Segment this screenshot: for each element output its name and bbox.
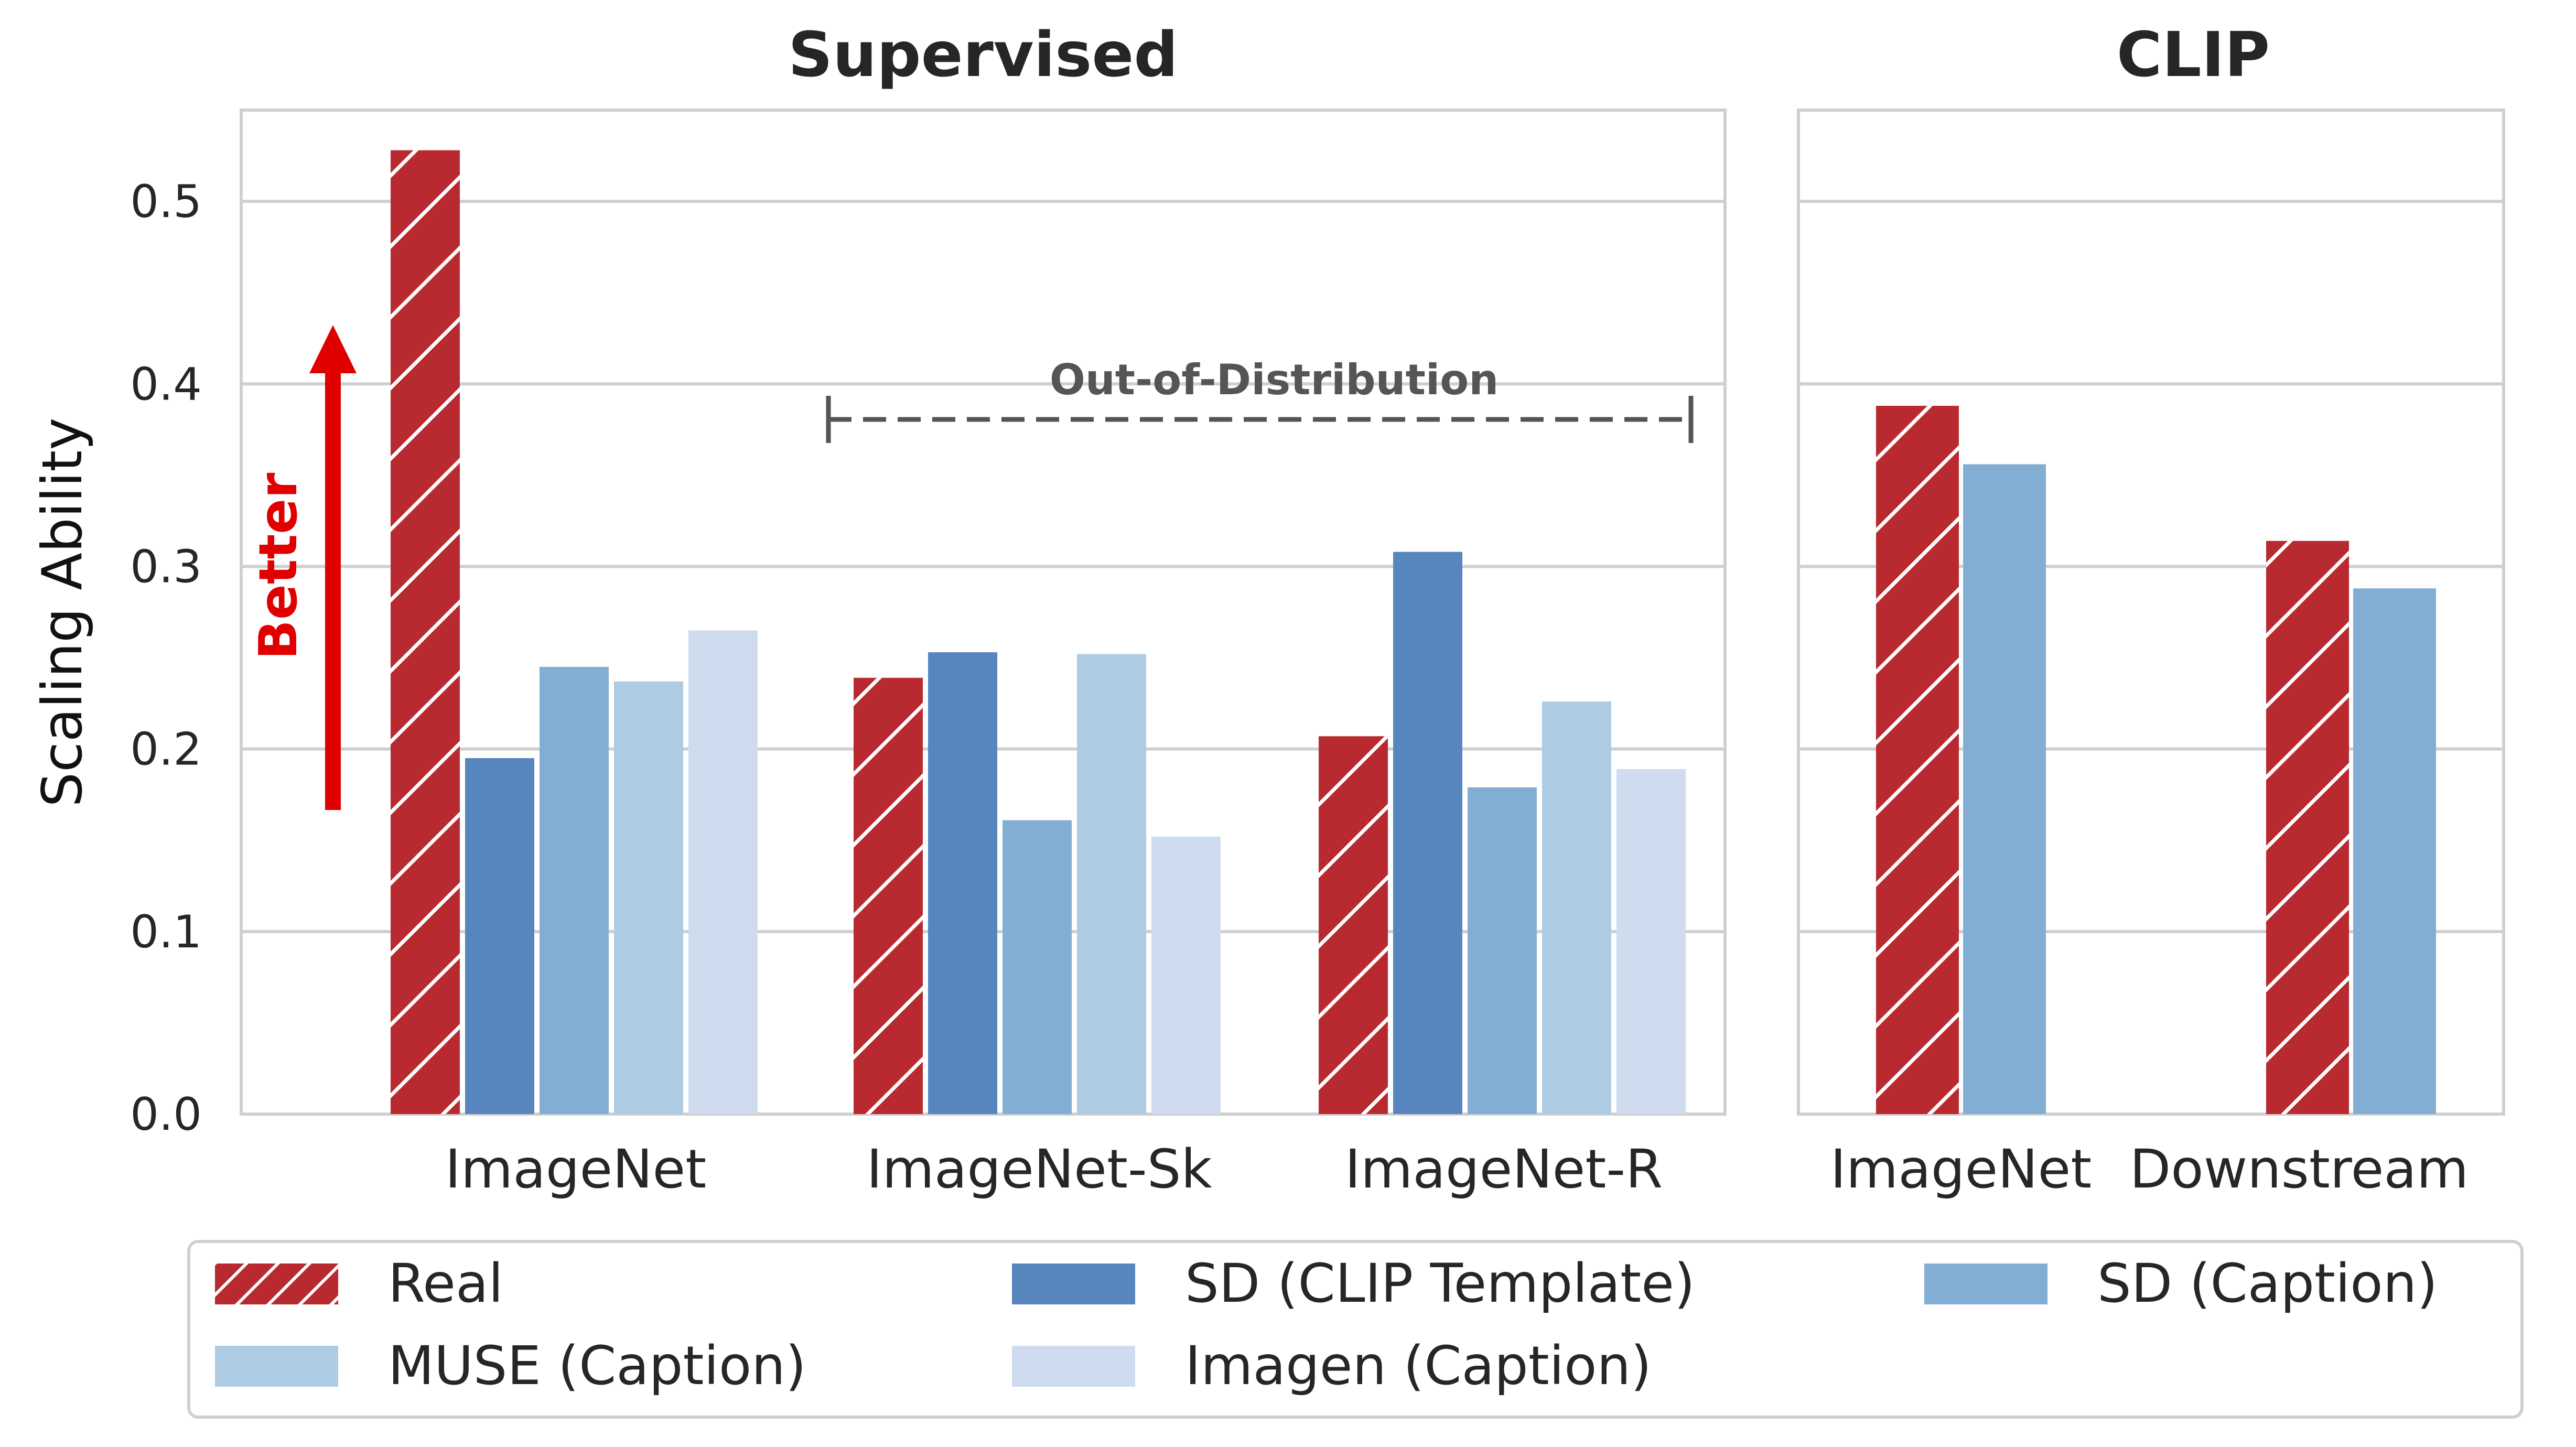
bar-imagen-caption--imagenet-sk bbox=[1151, 836, 1221, 1114]
legend-label: Imagen (Caption) bbox=[1185, 1335, 1652, 1397]
better-label: Better bbox=[247, 472, 309, 660]
bar-sd-caption--imagenet bbox=[540, 666, 609, 1114]
bar-imagen-caption--imagenet-r bbox=[1616, 769, 1686, 1114]
bar-hatch bbox=[854, 677, 923, 1114]
ood-annotation: Out-of-Distribution bbox=[826, 355, 1694, 443]
legend-swatch bbox=[1012, 1346, 1135, 1387]
legend-label: Real bbox=[388, 1252, 503, 1315]
bar-hatch bbox=[1319, 736, 1388, 1114]
legend-swatch-hatch bbox=[215, 1264, 338, 1304]
bar-muse-caption--imagenet-sk bbox=[1077, 654, 1146, 1114]
bar-sd-caption--clip-downstream bbox=[2353, 588, 2436, 1114]
legend-entry: MUSE (Caption) bbox=[215, 1335, 806, 1397]
panel-clip: ImageNet Downstream CLIP bbox=[1797, 18, 2505, 1201]
x-category-label: ImageNet bbox=[1830, 1138, 2092, 1201]
legend-entry: Real bbox=[215, 1252, 503, 1315]
legend-entry: SD (CLIP Template) bbox=[1012, 1252, 1695, 1315]
y-tick-label: 0.0 bbox=[130, 1088, 202, 1141]
legend-label: SD (CLIP Template) bbox=[1185, 1252, 1695, 1315]
legend-label: SD (Caption) bbox=[2097, 1252, 2438, 1315]
y-tick-label: 0.4 bbox=[130, 358, 202, 411]
y-tick-label: 0.2 bbox=[130, 723, 202, 776]
bar-sd-clip-template--imagenet bbox=[465, 758, 534, 1114]
panel-clip-title: CLIP bbox=[2117, 18, 2270, 91]
bar-sd-clip-template--imagenet-r bbox=[1393, 552, 1462, 1114]
legend: Real SD (CLIP Template) SD (Caption) MUSE (… bbox=[187, 1240, 2524, 1419]
y-tick-label: 0.1 bbox=[130, 906, 202, 958]
bar-sd-caption--clip-imagenet bbox=[1963, 464, 2046, 1115]
legend-swatch bbox=[1924, 1264, 2047, 1304]
bar-imagen-caption--imagenet bbox=[688, 630, 758, 1114]
legend-label: MUSE (Caption) bbox=[388, 1335, 806, 1397]
panel-supervised: 0.00.10.20.30.40.5 ImageNet ImageNet-Sk Im… bbox=[30, 18, 1727, 1201]
bar-hatch bbox=[2266, 541, 2349, 1114]
x-category-labels: ImageNet Downstream bbox=[1830, 1138, 2469, 1201]
legend-entry: SD (Caption) bbox=[1924, 1252, 2438, 1315]
y-tick-label: 0.5 bbox=[130, 176, 202, 228]
bar-muse-caption--imagenet-r bbox=[1542, 701, 1611, 1114]
legend-swatch bbox=[1012, 1264, 1135, 1304]
bar-muse-caption--imagenet bbox=[614, 681, 683, 1114]
bar-sd-caption--imagenet-sk bbox=[1003, 820, 1072, 1114]
better-arrow-head bbox=[309, 325, 357, 373]
x-category-labels: ImageNet ImageNet-Sk ImageNet-R bbox=[445, 1138, 1663, 1201]
y-tick-labels: 0.0 0.1 0.2 0.3 0.4 0.5 bbox=[130, 176, 202, 1141]
legend-swatch bbox=[215, 1346, 338, 1387]
legend-entry: Imagen (Caption) bbox=[1012, 1335, 1652, 1397]
panel-supervised-title: Supervised bbox=[788, 18, 1178, 91]
legend-entries: Real SD (CLIP Template) SD (Caption) MUSE (… bbox=[215, 1252, 2438, 1397]
y-tick-label: 0.3 bbox=[130, 541, 202, 593]
better-annotation: Better bbox=[247, 325, 357, 810]
bars-supervised bbox=[391, 150, 1686, 1115]
bar-sd-clip-template--imagenet-sk bbox=[928, 652, 997, 1114]
bar-hatch bbox=[391, 150, 460, 1115]
y-axis-label: Scaling Ability bbox=[30, 418, 94, 807]
bars-clip bbox=[1876, 406, 2436, 1115]
x-category-label: ImageNet-Sk bbox=[866, 1138, 1212, 1201]
x-category-label: Downstream bbox=[2130, 1138, 2469, 1201]
bar-hatch bbox=[1876, 406, 1959, 1114]
x-category-label: ImageNet-R bbox=[1345, 1138, 1663, 1201]
x-category-label: ImageNet bbox=[445, 1138, 707, 1201]
bar-sd-caption--imagenet-r bbox=[1468, 787, 1537, 1114]
ood-label: Out-of-Distribution bbox=[1050, 355, 1499, 404]
